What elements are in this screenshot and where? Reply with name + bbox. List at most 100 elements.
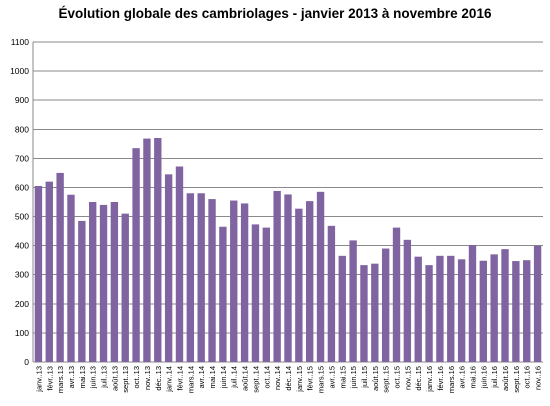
x-tick-label: juin.13 <box>89 366 98 389</box>
y-tick-label: 1100 <box>11 37 30 47</box>
bar <box>414 256 422 362</box>
x-tick-label: déc..15 <box>414 366 423 391</box>
x-tick-label: oct..16 <box>523 366 532 389</box>
y-tick-label: 500 <box>15 212 29 222</box>
x-tick-label: févr..16 <box>436 366 445 391</box>
bar <box>468 245 477 362</box>
x-tick-label: mars.15 <box>317 366 326 393</box>
x-tick-label: avr..13 <box>67 366 76 389</box>
bar <box>154 138 162 362</box>
x-tick-label: févr..13 <box>45 366 54 391</box>
x-tick-label: sept..16 <box>512 366 521 393</box>
x-tick-label: sept..13 <box>121 366 130 393</box>
x-tick-label: nov..13 <box>143 366 152 390</box>
x-tick-label: mars.14 <box>186 366 195 393</box>
x-tick-label: déc..14 <box>284 366 293 391</box>
x-tick-label: mai.15 <box>338 366 347 389</box>
bar <box>143 138 151 362</box>
y-tick-label: 100 <box>15 328 29 338</box>
bar <box>512 261 520 362</box>
bar <box>78 220 86 362</box>
y-tick-label: 800 <box>15 124 29 134</box>
bar <box>186 193 195 362</box>
x-tick-label: avr..15 <box>327 366 336 389</box>
x-tick-label: nov..14 <box>273 366 282 390</box>
x-tick-label: juin.15 <box>349 366 358 389</box>
x-tick-label: janv..16 <box>425 366 434 393</box>
y-tick-label: 200 <box>15 299 29 309</box>
bar <box>175 166 184 362</box>
bar <box>327 225 336 362</box>
y-tick-label: 300 <box>15 270 29 280</box>
x-tick-label: mars.16 <box>447 366 456 393</box>
bar <box>67 194 75 362</box>
x-tick-label: nov..16 <box>534 366 543 390</box>
y-tick-label: 700 <box>15 153 29 163</box>
x-tick-label: janv..15 <box>295 366 304 393</box>
bar <box>45 181 53 362</box>
bar <box>56 172 64 362</box>
bar <box>501 249 509 362</box>
x-tick-label: août.14 <box>241 366 250 391</box>
bar <box>447 255 455 362</box>
bar <box>392 227 401 362</box>
bar <box>164 174 173 362</box>
y-tick-label: 1000 <box>10 66 29 76</box>
x-tick-label: nov..15 <box>403 366 412 390</box>
bar <box>273 190 281 362</box>
x-tick-label: août.13 <box>110 366 119 391</box>
bar <box>284 194 292 362</box>
x-tick-label: juin.14 <box>219 366 228 389</box>
chart-title: Évolution globale des cambriolages - jan… <box>58 6 492 21</box>
bar <box>338 255 346 362</box>
bar <box>197 193 205 362</box>
bar <box>230 200 238 362</box>
x-tick-label: oct..13 <box>132 366 141 389</box>
x-tick-label: oct..14 <box>262 366 271 389</box>
x-tick-label: juil..13 <box>100 366 109 389</box>
x-tick-label: juil..15 <box>360 366 369 389</box>
x-tick-label: juil..14 <box>230 366 239 389</box>
bar <box>99 204 108 362</box>
bar <box>425 265 433 362</box>
bar <box>132 148 140 362</box>
x-tick-label: sept..14 <box>251 366 260 393</box>
x-tick-label: mai.13 <box>78 366 87 389</box>
y-tick-label: 600 <box>15 182 29 192</box>
x-tick-label: févr..15 <box>306 366 315 391</box>
x-tick-label: mai.16 <box>468 366 477 389</box>
bar <box>251 224 260 362</box>
bar <box>306 201 314 362</box>
bar <box>436 255 444 362</box>
bar <box>523 260 531 362</box>
bar <box>457 259 466 362</box>
bar <box>403 239 412 362</box>
y-tick-label: 400 <box>15 241 29 251</box>
bar <box>219 226 227 362</box>
bar <box>262 227 270 362</box>
bar <box>479 260 488 362</box>
x-tick-label: août.15 <box>371 366 380 391</box>
x-tick-label: févr..14 <box>175 366 184 391</box>
bar <box>371 263 379 362</box>
x-tick-label: août.16 <box>501 366 510 391</box>
x-tick-label: juil..16 <box>490 366 499 389</box>
bar <box>240 203 249 362</box>
x-tick-label: mai.14 <box>208 366 217 389</box>
x-tick-label: déc..13 <box>154 366 163 391</box>
x-tick-label: oct..15 <box>393 366 402 389</box>
bar <box>208 199 216 362</box>
x-tick-label: janv..13 <box>34 366 43 393</box>
bar <box>88 202 97 362</box>
bar <box>349 240 357 362</box>
bar <box>360 265 368 362</box>
bar <box>110 202 119 362</box>
x-tick-label: sept..15 <box>382 366 391 393</box>
bar <box>121 213 129 362</box>
x-tick-label: mars.13 <box>56 366 65 393</box>
y-tick-label: 0 <box>24 357 29 367</box>
bar <box>295 208 303 362</box>
bar <box>34 186 43 362</box>
